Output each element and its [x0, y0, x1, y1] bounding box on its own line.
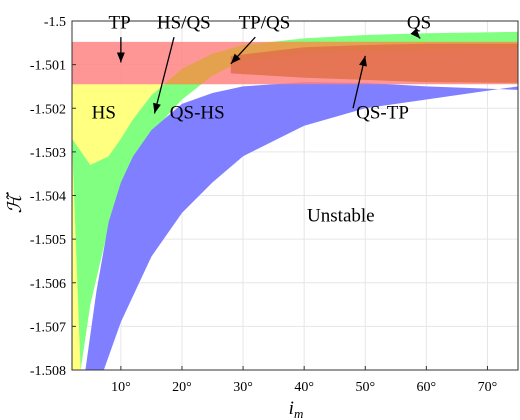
y-tick-label: -1.505	[30, 233, 66, 248]
x-tick-label: 50°	[355, 380, 375, 395]
annotation-arrow-head	[116, 52, 125, 63]
x-axis-label: im	[289, 398, 304, 420]
annotation-unstable: Unstable	[307, 206, 375, 227]
y-ticks: -1.5 -1.501 -1.502 -1.503 -1.504 -1.505 -1.506…	[30, 15, 76, 379]
region-hs	[72, 84, 202, 370]
annotation-arrow-head	[230, 53, 241, 64]
annotation-tp: TP	[109, 12, 131, 33]
y-tick-label: -1.501	[30, 59, 66, 74]
y-tick-label: -1.504	[30, 190, 66, 205]
annotation-qs: QS	[407, 12, 431, 33]
region-qs-tp	[230, 43, 518, 83]
regions	[72, 31, 518, 370]
y-axis-label: ℋ̃	[5, 191, 26, 213]
annotation-qs-hs: QS-HS	[170, 102, 225, 123]
annotation-arrow-head	[153, 102, 161, 114]
x-ticks: 10° 20° 30° 40° 50° 60° 70°	[111, 366, 497, 395]
annotation-tp-qs: TP/QS	[239, 12, 291, 33]
y-tick-label: -1.503	[30, 146, 66, 161]
annotation-labels: TP HS/QS TP/QS QS QS-TP HS QS-HS Unstable	[92, 12, 432, 226]
x-tick-label: 30°	[233, 380, 253, 395]
annotation-arrow-head	[359, 55, 367, 67]
x-tick-label: 70°	[478, 380, 498, 395]
x-tick-label: 60°	[417, 380, 437, 395]
y-tick-label: -1.506	[30, 277, 66, 292]
annotation-arrow-line	[153, 36, 175, 114]
annotation-hs: HS	[92, 102, 116, 123]
annotation-hs-qs: HS/QS	[157, 12, 211, 33]
x-tick-label: 10°	[111, 380, 131, 395]
y-tick-label: -1.502	[30, 102, 66, 117]
annotation-arrows	[116, 28, 421, 114]
y-tick-label: -1.5	[44, 15, 66, 30]
annotation-qs-tp: QS-TP	[356, 103, 409, 124]
region-qs-hs	[85, 82, 518, 370]
region-tp-qs	[166, 41, 518, 85]
x-tick-label: 20°	[172, 380, 192, 395]
y-tick-label: -1.507	[30, 320, 66, 335]
y-tick-label: -1.508	[30, 364, 66, 379]
annotation-arrow-head	[410, 28, 421, 39]
x-tick-label: 40°	[294, 380, 314, 395]
